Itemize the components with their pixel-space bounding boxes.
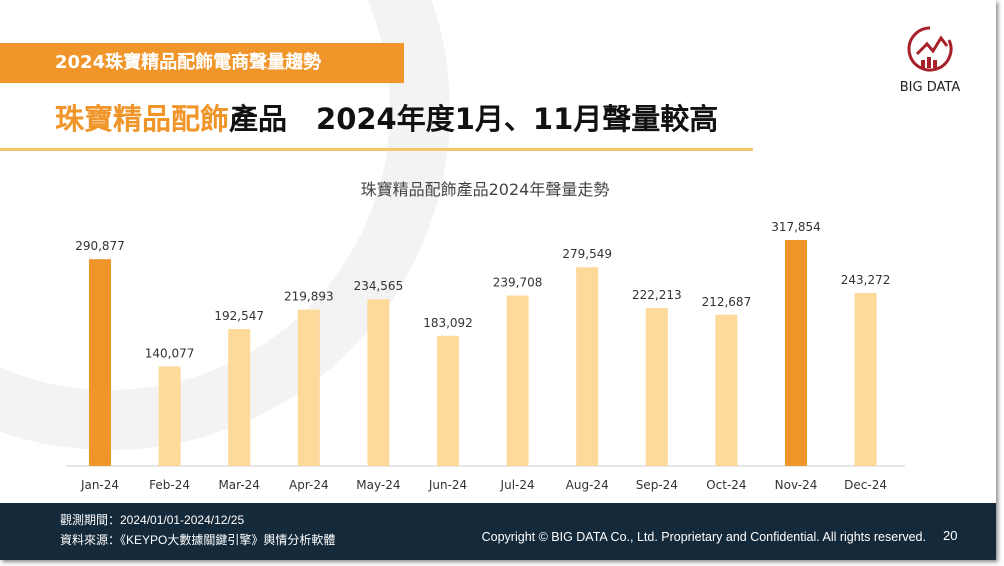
logo-icon (907, 26, 953, 72)
x-tick-label: May-24 (356, 478, 400, 492)
x-tick-label: Jul-24 (500, 478, 535, 492)
bar-dec-24 (854, 293, 877, 466)
bar-aug-24 (576, 267, 599, 466)
bar-jun-24 (437, 335, 459, 466)
bar-may-24 (367, 299, 390, 466)
data-label: 212,687 (702, 295, 752, 309)
bar-mar-24 (228, 329, 251, 466)
data-label: 317,854 (771, 220, 821, 234)
page-title: 珠寶精品配飾產品 2024年度1月、11月聲量較高 (55, 96, 718, 138)
logo-text: BIG DATA (899, 80, 961, 95)
data-label: 219,893 (284, 290, 334, 304)
x-tick-label: Feb-24 (149, 478, 190, 492)
bar-apr-24 (297, 309, 320, 466)
x-tick-label: Jan-24 (80, 478, 119, 492)
bar-nov-24 (785, 240, 807, 466)
x-tick-label: Aug-24 (566, 478, 609, 492)
data-label: 183,092 (423, 316, 473, 330)
data-label: 192,547 (214, 309, 264, 323)
bar-jul-24 (506, 295, 529, 466)
footer: 觀測期間：2024/01/01-2024/12/25 資料來源：《KEYPO大數… (0, 503, 996, 560)
x-tick-label: Nov-24 (775, 478, 818, 492)
x-tick-label: Sep-24 (636, 478, 678, 492)
data-label: 239,708 (493, 276, 543, 290)
data-label: 290,877 (75, 239, 125, 253)
x-tick-label: Oct-24 (706, 478, 746, 492)
bar-oct-24 (715, 314, 738, 466)
data-label: 243,272 (841, 273, 891, 287)
x-tick-label: Mar-24 (218, 478, 259, 492)
bar-jan-24 (89, 259, 111, 466)
observation-period: 觀測期間：2024/01/01-2024/12/25 (60, 513, 245, 527)
data-label: 140,077 (145, 346, 195, 360)
copyright: Copyright © BIG DATA Co., Ltd. Proprieta… (481, 530, 926, 544)
page-number: 20 (943, 528, 958, 543)
title-highlight: 珠寶精品配飾 (55, 102, 230, 136)
bar-sep-24 (645, 308, 668, 466)
bar-feb-24 (158, 366, 181, 466)
x-tick-label: Apr-24 (289, 478, 329, 492)
big-data-logo: BIG DATA (890, 24, 970, 95)
section-tag: 2024珠寶精品配飾電商聲量趨勢 (0, 43, 404, 83)
x-tick-label: Jun-24 (428, 478, 467, 492)
x-tick-label: Dec-24 (844, 478, 887, 492)
data-source: 資料來源：《KEYPO大數據關鍵引擎》輿情分析軟體 (60, 533, 336, 547)
data-label: 279,549 (562, 247, 612, 261)
data-label: 234,565 (354, 279, 404, 293)
bar-chart: 珠寶精品配飾產品2024年聲量走勢 290,877 Jan-24 140,077 Fe… (66, 180, 905, 492)
title-underline (0, 148, 753, 151)
data-label: 222,213 (632, 288, 682, 302)
title-rest: 產品 2024年度1月、11月聲量較高 (229, 102, 719, 136)
chart-title: 珠寶精品配飾產品2024年聲量走勢 (361, 180, 610, 199)
